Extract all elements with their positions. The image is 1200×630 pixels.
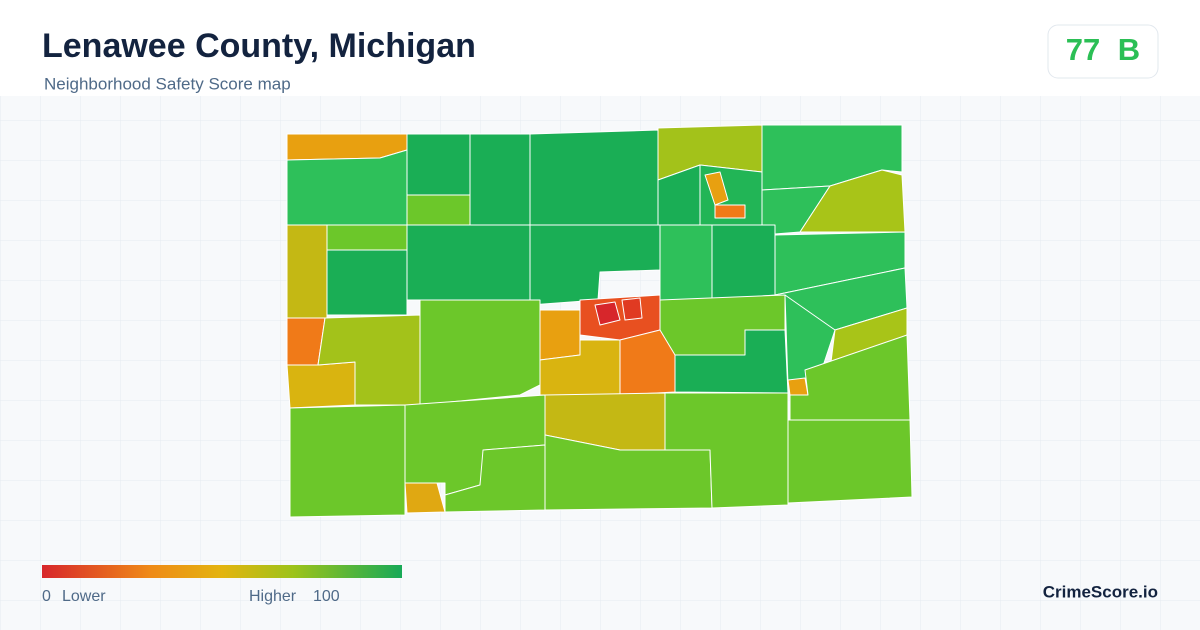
header-band: [0, 0, 1200, 96]
map-region: [704, 171, 729, 206]
subtitle: Neighborhood Safety Score map: [44, 74, 291, 93]
map-region: [289, 404, 406, 518]
map-region: [326, 224, 408, 251]
map-region: [711, 224, 776, 301]
map-region: [714, 204, 746, 219]
map-region: [326, 249, 408, 316]
map-region: [594, 301, 621, 326]
brand: CrimeScore.io: [1043, 582, 1158, 601]
map-region: [419, 299, 541, 406]
title: Lenawee County, Michigan: [42, 27, 476, 65]
map-region: [621, 297, 643, 321]
map-region: [799, 169, 906, 233]
county-map: [286, 124, 913, 518]
map-region: [286, 149, 408, 226]
map-region: [664, 392, 789, 509]
map-region: [787, 419, 913, 504]
map-region: [659, 224, 713, 301]
legend-max-label: Higher: [249, 588, 297, 605]
score-value: 77: [1066, 32, 1100, 67]
map-region: [406, 224, 531, 301]
legend-min-label: Lower: [62, 588, 106, 605]
map-region: [787, 377, 809, 396]
score-grade: B: [1118, 32, 1140, 67]
map-region: [406, 133, 471, 196]
map-region: [286, 361, 356, 409]
map-region: [529, 129, 659, 226]
legend-max: 100: [313, 588, 340, 605]
legend-scale: [42, 565, 402, 578]
legend-min: 0: [42, 588, 51, 605]
map-region: [539, 309, 581, 361]
map-region: [406, 194, 471, 226]
map-region: [674, 329, 789, 394]
score-box: [1047, 24, 1159, 79]
map-region: [286, 224, 328, 319]
map-region: [469, 133, 531, 226]
